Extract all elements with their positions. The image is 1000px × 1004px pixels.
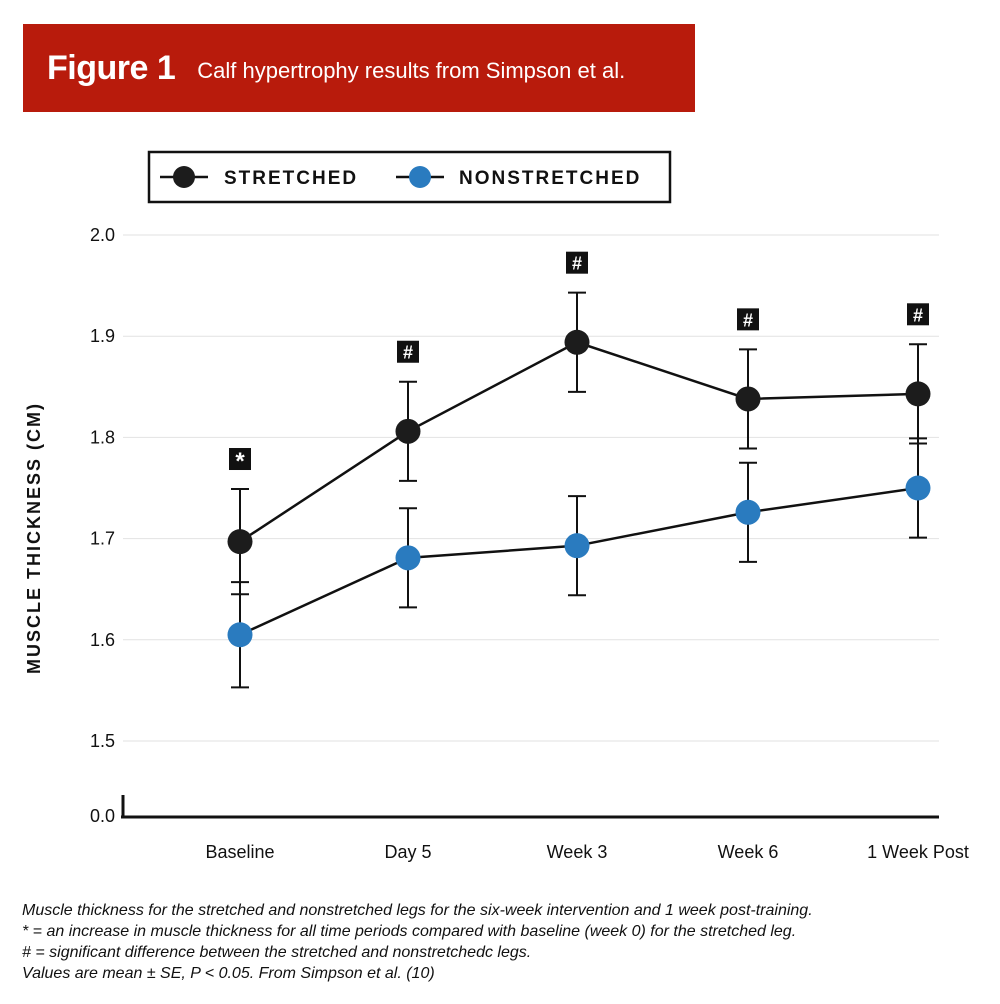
data-point-stretched bbox=[905, 381, 931, 407]
caption-line: Values are mean ± SE, P < 0.05. From Sim… bbox=[22, 965, 435, 982]
legend-box bbox=[147, 150, 672, 204]
y-axis-label: MUSCLE THICKNESS (CM) bbox=[24, 402, 44, 674]
y-tick-labels: 0.0 1.5 1.6 1.7 1.8 1.9 2.0 bbox=[90, 225, 115, 826]
y-tick-label: 1.7 bbox=[90, 529, 115, 549]
data-point-stretched bbox=[227, 529, 253, 555]
y-tick-label: 0.0 bbox=[90, 806, 115, 826]
x-tick-label: Week 6 bbox=[718, 842, 779, 862]
significance-marker: # bbox=[737, 308, 759, 331]
svg-text:#: # bbox=[913, 305, 923, 325]
data-point-stretched bbox=[395, 418, 421, 444]
y-tick-label: 1.5 bbox=[90, 731, 115, 751]
caption-line: Muscle thickness for the stretched and n… bbox=[22, 902, 813, 919]
figure-label: Figure 1 bbox=[47, 48, 176, 87]
caption-line: * = an increase in muscle thickness for … bbox=[22, 923, 797, 940]
x-tick-labels: Baseline Day 5 Week 3 Week 6 1 Week Post bbox=[205, 842, 968, 862]
data-point-nonstretched bbox=[905, 475, 931, 501]
svg-text:#: # bbox=[743, 310, 753, 330]
x-tick-label: Week 3 bbox=[547, 842, 608, 862]
x-tick-label: Day 5 bbox=[384, 842, 431, 862]
y-tick-label: 1.9 bbox=[90, 326, 115, 346]
y-tick-label: 1.8 bbox=[90, 427, 115, 447]
significance-marker: # bbox=[566, 251, 588, 274]
svg-text:*: * bbox=[235, 448, 245, 475]
series-lines bbox=[239, 340, 919, 636]
y-tick-label: 2.0 bbox=[90, 225, 115, 245]
caption-line: # = significant difference between the s… bbox=[22, 944, 532, 961]
significance-marker: # bbox=[397, 340, 419, 363]
data-point-stretched bbox=[735, 386, 761, 412]
x-tick-label: Baseline bbox=[205, 842, 274, 862]
data-points bbox=[227, 329, 931, 648]
significance-marker: * bbox=[229, 448, 251, 475]
series-line-nonstretched bbox=[239, 486, 919, 636]
svg-text:#: # bbox=[403, 343, 413, 363]
legend-label-nonstretched: NONSTRETCHED bbox=[459, 168, 641, 189]
significance-markers: * # # # # bbox=[229, 251, 929, 475]
figure-title: Calf hypertrophy results from Simpson et… bbox=[197, 58, 626, 83]
svg-text:#: # bbox=[572, 254, 582, 274]
series-line-stretched bbox=[239, 340, 919, 543]
data-point-stretched bbox=[564, 329, 590, 355]
legend-item-stretched: STRETCHED bbox=[160, 166, 358, 189]
data-point-nonstretched bbox=[735, 499, 761, 525]
legend-label-stretched: STRETCHED bbox=[224, 168, 358, 189]
figure-banner: Figure 1 Calf hypertrophy results from S… bbox=[23, 24, 695, 112]
figure-caption: Muscle thickness for the stretched and n… bbox=[22, 900, 982, 984]
legend-marker-nonstretched bbox=[409, 166, 431, 188]
data-point-nonstretched bbox=[564, 533, 590, 559]
legend-item-nonstretched: NONSTRETCHED bbox=[396, 166, 641, 189]
data-point-nonstretched bbox=[227, 622, 253, 648]
significance-marker: # bbox=[907, 303, 929, 326]
x-tick-label: 1 Week Post bbox=[867, 842, 969, 862]
legend-marker-stretched bbox=[173, 166, 195, 188]
data-point-nonstretched bbox=[395, 545, 421, 571]
gridlines bbox=[123, 234, 939, 742]
y-tick-label: 1.6 bbox=[90, 630, 115, 650]
